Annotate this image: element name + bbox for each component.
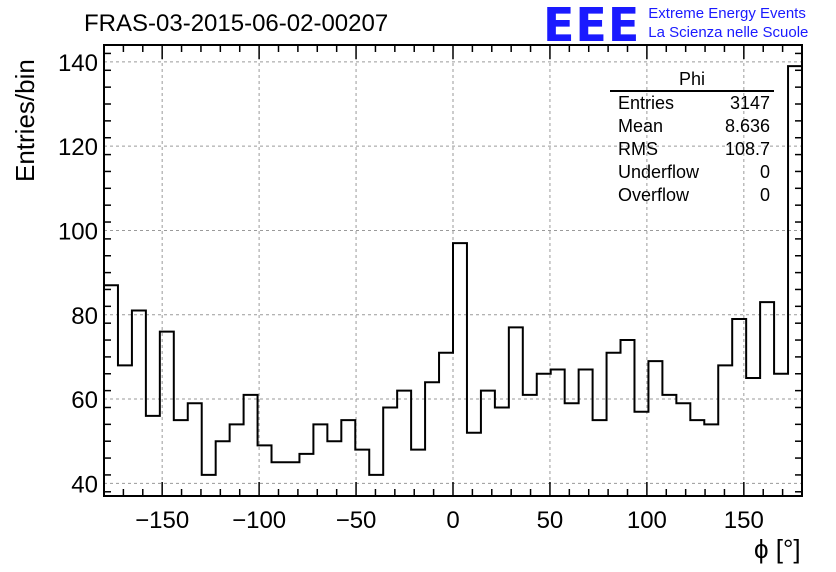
eee-logo-text: Extreme Energy Events La Scienza nelle S… [648, 4, 808, 42]
x-tick-label: 100 [627, 507, 667, 534]
stats-value: 108.7 [724, 139, 770, 159]
stats-row-entries: Entries 3147 [610, 92, 774, 115]
plot-frame [103, 44, 803, 497]
histogram-outline [104, 65, 802, 476]
x-tick-label: −100 [232, 507, 286, 534]
stats-label: Entries [618, 93, 675, 113]
logo-line-1: Extreme Energy Events [648, 5, 806, 22]
y-tick-label: 40 [71, 471, 98, 498]
x-axis-label: ϕ [°] [754, 534, 801, 564]
stats-row-rms: RMS 108.7 [610, 138, 774, 161]
stats-label: Underflow [618, 162, 700, 182]
y-axis-label: Entries/bin [10, 59, 40, 182]
y-tick-label: 140 [58, 50, 98, 77]
stats-row-overflow: Overflow 0 [610, 184, 774, 207]
x-tick-label: 50 [537, 507, 564, 534]
stats-box: Phi Entries 3147 Mean 8.636 RMS 108.7 Un… [610, 68, 774, 207]
stats-value: 3147 [729, 93, 770, 113]
axis-tick-labels: −150 −100 −50 0 50 100 150 40 60 80 100 120 140 [58, 50, 764, 534]
stats-value: 0 [759, 185, 770, 205]
eee-logo-mark: EEE [543, 0, 641, 52]
x-tick-label: −50 [336, 507, 377, 534]
y-tick-label: 60 [71, 387, 98, 414]
logo-line-2: La Scienza nelle Scuole [648, 24, 809, 41]
stats-box-title: Phi [610, 68, 774, 92]
stats-value: 0 [759, 162, 770, 182]
stats-label: Mean [618, 116, 664, 136]
x-tick-label: −150 [135, 507, 189, 534]
x-tick-label: 150 [724, 507, 764, 534]
y-tick-label: 100 [58, 218, 98, 245]
y-tick-label: 120 [58, 134, 98, 161]
eee-logo: EEE Extreme Energy Events La Scienza nel… [543, 2, 808, 48]
stats-label: Overflow [618, 185, 690, 205]
y-tick-label: 80 [71, 303, 98, 330]
stats-label: RMS [618, 139, 658, 159]
stats-row-mean: Mean 8.636 [610, 115, 774, 138]
stats-value: 8.636 [724, 116, 770, 136]
stats-row-underflow: Underflow 0 [610, 161, 774, 184]
x-tick-label: 0 [446, 507, 459, 534]
axis-ticks [104, 45, 802, 496]
histogram-title: FRAS-03-2015-06-02-00207 [84, 10, 389, 37]
